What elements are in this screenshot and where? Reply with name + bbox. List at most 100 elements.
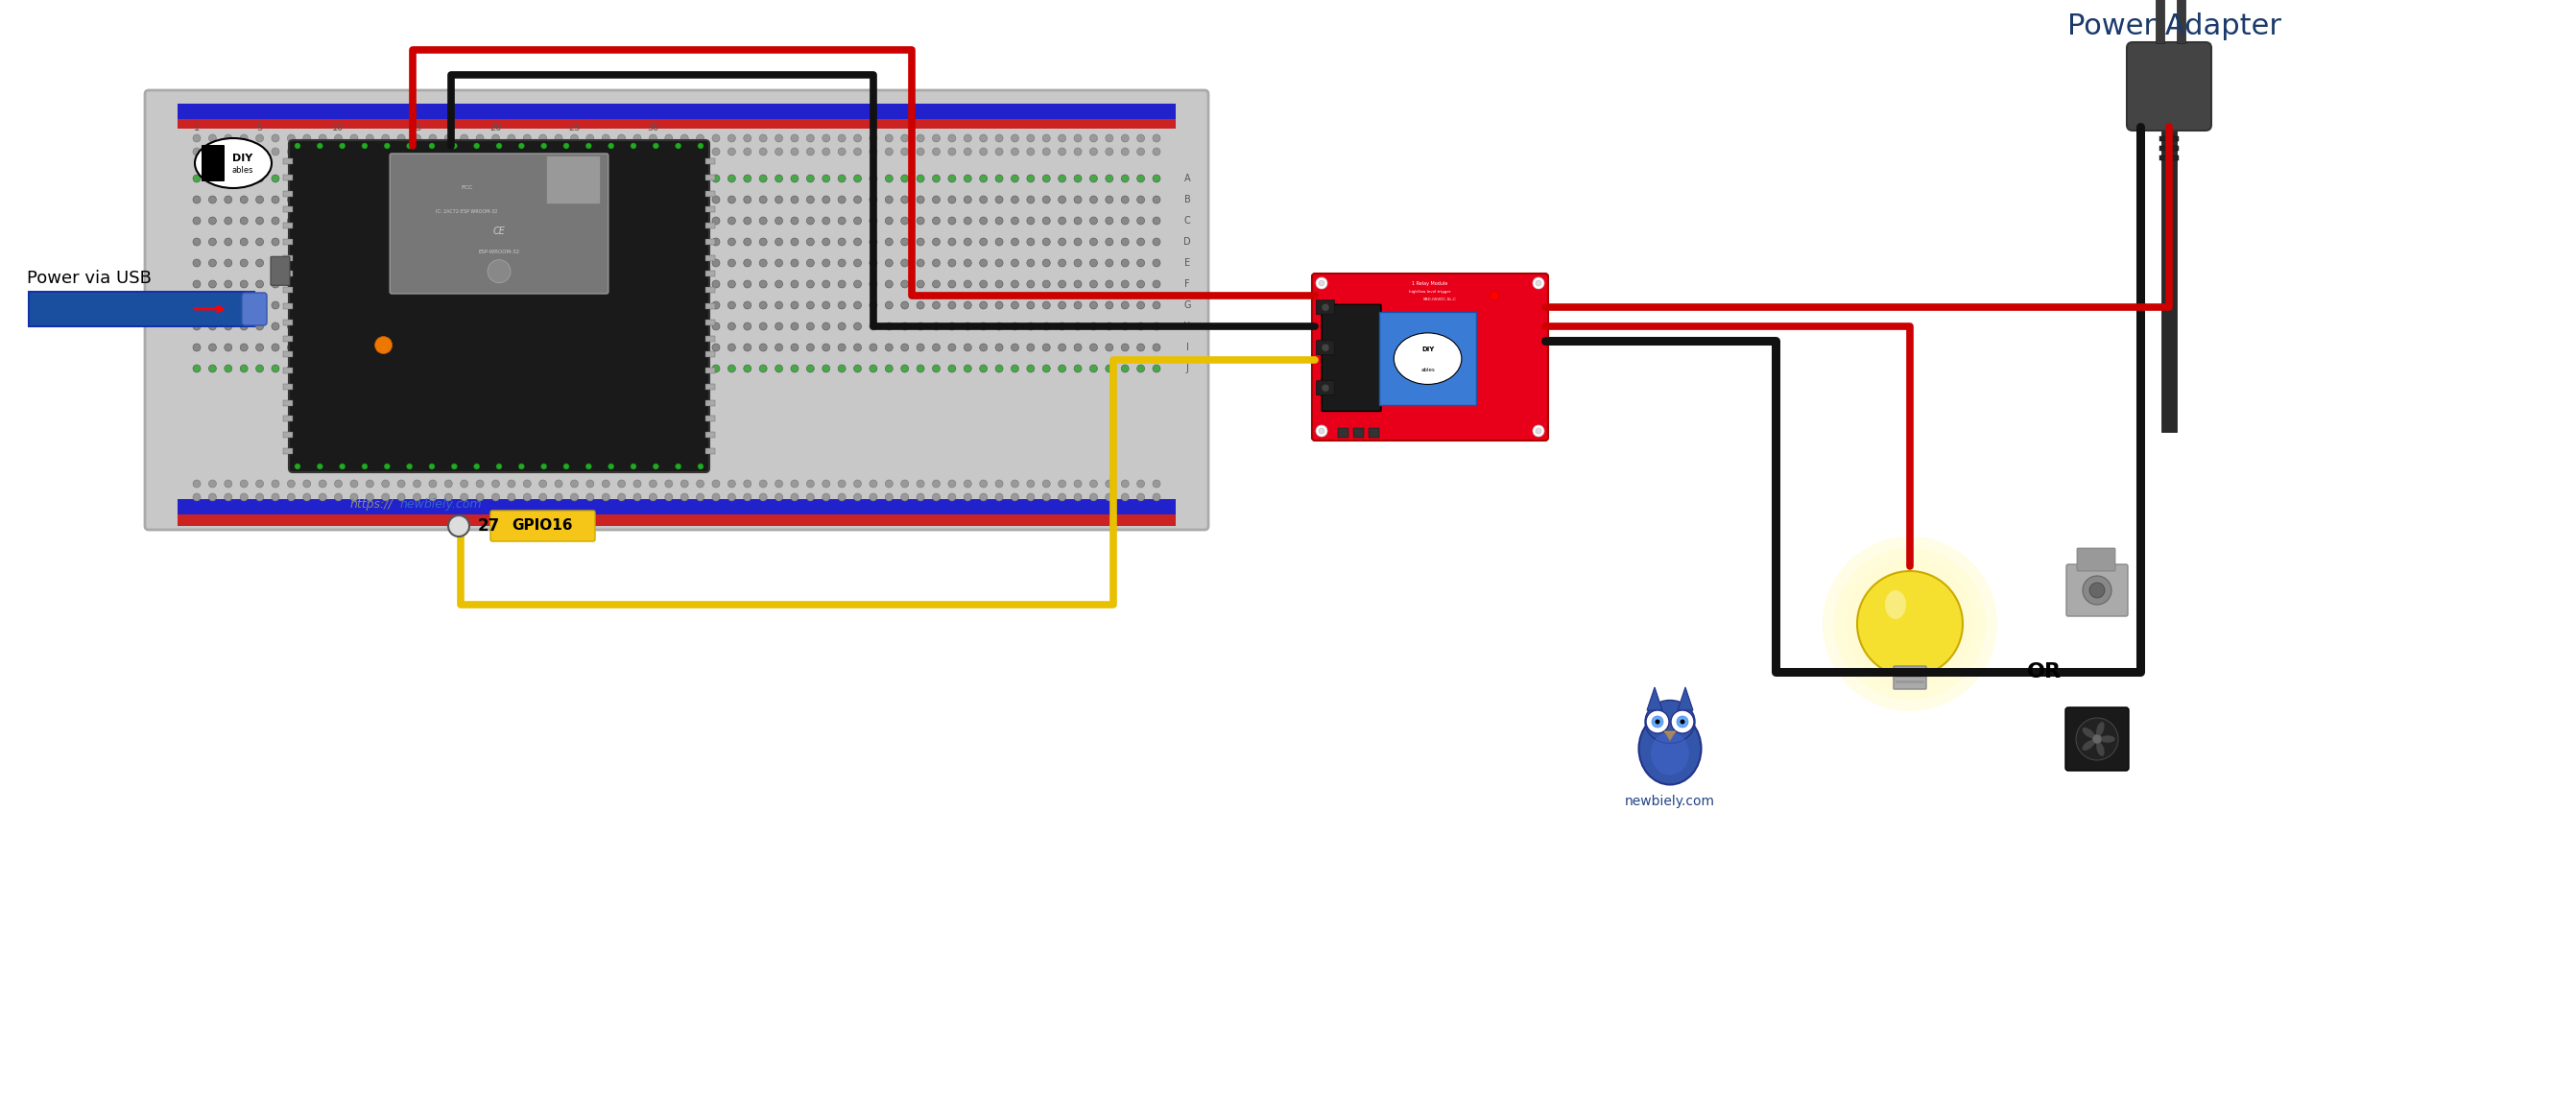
Circle shape — [902, 259, 909, 267]
Circle shape — [994, 301, 1002, 309]
Circle shape — [381, 259, 389, 267]
Circle shape — [837, 259, 845, 267]
Circle shape — [618, 134, 626, 142]
Circle shape — [587, 195, 595, 203]
Circle shape — [366, 480, 374, 488]
Circle shape — [1677, 716, 1687, 728]
Circle shape — [837, 175, 845, 182]
Circle shape — [193, 493, 201, 501]
Circle shape — [886, 280, 894, 288]
Circle shape — [917, 365, 925, 372]
Circle shape — [1090, 195, 1097, 203]
Bar — [283, 351, 294, 357]
Circle shape — [587, 148, 595, 156]
Circle shape — [361, 143, 368, 148]
Circle shape — [587, 175, 595, 182]
Circle shape — [1090, 148, 1097, 156]
Circle shape — [350, 217, 358, 225]
Circle shape — [979, 148, 987, 156]
Circle shape — [791, 238, 799, 246]
Circle shape — [744, 493, 752, 501]
Circle shape — [1646, 710, 1669, 733]
Circle shape — [760, 301, 768, 309]
Text: 25: 25 — [569, 123, 580, 133]
Circle shape — [696, 480, 703, 488]
Bar — [2177, 0, 2184, 43]
Ellipse shape — [2081, 740, 2094, 751]
Circle shape — [1121, 148, 1128, 156]
Circle shape — [1136, 238, 1144, 246]
Circle shape — [917, 480, 925, 488]
Circle shape — [523, 344, 531, 351]
Circle shape — [1043, 134, 1051, 142]
Circle shape — [477, 195, 484, 203]
Circle shape — [822, 195, 829, 203]
Circle shape — [304, 493, 312, 501]
Circle shape — [806, 344, 814, 351]
Circle shape — [775, 280, 783, 288]
Circle shape — [837, 493, 845, 501]
Circle shape — [822, 134, 829, 142]
Circle shape — [649, 195, 657, 203]
Circle shape — [1074, 148, 1082, 156]
Circle shape — [1105, 301, 1113, 309]
Circle shape — [917, 195, 925, 203]
Circle shape — [240, 344, 247, 351]
Circle shape — [193, 175, 201, 182]
Circle shape — [775, 195, 783, 203]
Circle shape — [634, 134, 641, 142]
Ellipse shape — [1394, 333, 1461, 384]
Circle shape — [853, 217, 860, 225]
Circle shape — [350, 259, 358, 267]
Circle shape — [541, 463, 546, 469]
Circle shape — [791, 493, 799, 501]
Circle shape — [948, 217, 956, 225]
FancyBboxPatch shape — [289, 141, 708, 472]
Circle shape — [1151, 480, 1159, 488]
Circle shape — [1090, 493, 1097, 501]
Bar — [1896, 669, 1924, 672]
Circle shape — [289, 301, 296, 309]
Circle shape — [255, 480, 263, 488]
Circle shape — [886, 175, 894, 182]
Circle shape — [240, 195, 247, 203]
Circle shape — [1136, 217, 1144, 225]
Circle shape — [1136, 480, 1144, 488]
Circle shape — [350, 301, 358, 309]
Circle shape — [397, 323, 404, 330]
Circle shape — [853, 134, 860, 142]
Circle shape — [871, 195, 878, 203]
Circle shape — [492, 148, 500, 156]
Circle shape — [853, 238, 860, 246]
Circle shape — [2092, 735, 2102, 743]
Circle shape — [366, 493, 374, 501]
Circle shape — [224, 493, 232, 501]
Circle shape — [1136, 195, 1144, 203]
Circle shape — [1074, 480, 1082, 488]
Circle shape — [430, 323, 435, 330]
Circle shape — [933, 280, 940, 288]
Circle shape — [492, 480, 500, 488]
Circle shape — [760, 195, 768, 203]
Ellipse shape — [1886, 591, 1906, 619]
Circle shape — [649, 134, 657, 142]
Circle shape — [304, 175, 312, 182]
Circle shape — [366, 259, 374, 267]
Circle shape — [618, 175, 626, 182]
Circle shape — [775, 365, 783, 372]
Circle shape — [696, 493, 703, 501]
Circle shape — [209, 344, 216, 351]
Circle shape — [319, 480, 327, 488]
Circle shape — [340, 143, 345, 148]
Circle shape — [2089, 583, 2105, 598]
Circle shape — [412, 217, 420, 225]
Circle shape — [1656, 719, 1659, 725]
Circle shape — [538, 195, 546, 203]
Bar — [2159, 146, 2179, 150]
Circle shape — [760, 175, 768, 182]
Circle shape — [680, 301, 688, 309]
Circle shape — [994, 493, 1002, 501]
Circle shape — [979, 195, 987, 203]
FancyBboxPatch shape — [2076, 548, 2115, 571]
Circle shape — [744, 301, 752, 309]
